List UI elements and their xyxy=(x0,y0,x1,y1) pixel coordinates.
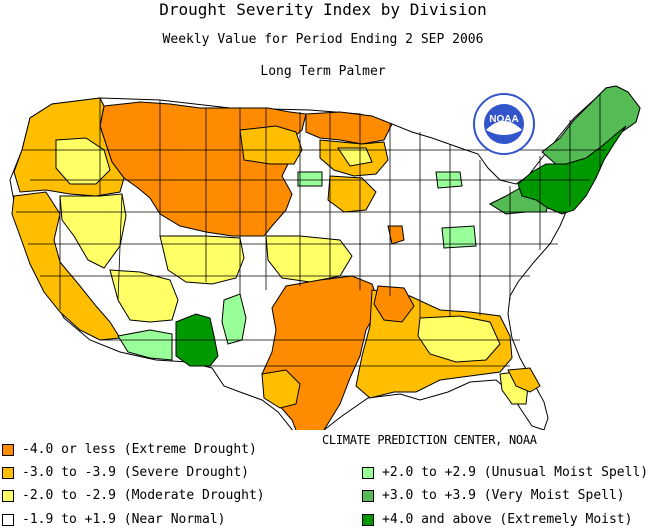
legend-label-very-moist: +3.0 to +3.9 (Very Moist Spell) xyxy=(382,488,625,503)
legend-label-unusual-moist: +2.0 to +2.9 (Unusual Moist Spell) xyxy=(382,465,646,480)
arkansas-extreme-drought-region xyxy=(373,285,415,323)
legend-label-extreme-drought: -4.0 or less (Extreme Drought) xyxy=(22,442,257,457)
legend-label-moderate-drought: -2.0 to -2.9 (Moderate Drought) xyxy=(22,488,265,503)
legend-label-severe-drought: -3.0 to -3.9 (Severe Drought) xyxy=(22,465,249,480)
south-moderate-drought-region xyxy=(417,315,501,363)
map-title: Drought Severity Index by Division xyxy=(159,0,487,19)
colorado-moderate-drought-region xyxy=(159,235,245,285)
texas-severe-drought-region xyxy=(261,369,301,409)
nebraska-unusual-moist-region xyxy=(297,171,323,187)
legend-swatch-unusual-moist xyxy=(362,467,374,479)
northeast-extremely-moist-region xyxy=(517,125,627,215)
legend-swatch-extreme-drought xyxy=(2,444,14,456)
dakotas-severe-drought-region xyxy=(239,125,303,165)
legend-swatch-near-normal xyxy=(2,514,14,526)
index-name: Long Term Palmer xyxy=(260,64,386,79)
arizona-unusual-moist-region xyxy=(117,329,173,361)
legend-label-extremely-moist: +4.0 and above (Extremely Moist) xyxy=(382,512,633,527)
nevada-moderate-drought-region xyxy=(59,193,127,269)
oregon-moderate-drought-region xyxy=(55,137,111,185)
indiana-unusual-moist-region xyxy=(441,225,477,249)
legend-swatch-severe-drought xyxy=(2,467,14,479)
illinois-extreme-drought-region xyxy=(387,225,405,245)
legend-label-near-normal: -1.9 to +1.9 (Near Normal) xyxy=(22,512,226,527)
southeast-severe-drought-region xyxy=(507,367,541,393)
legend-swatch-extremely-moist xyxy=(362,514,374,526)
noaa-logo: NOAA xyxy=(472,92,536,160)
legend-swatch-very-moist xyxy=(362,490,374,502)
us-drought-map xyxy=(9,85,641,430)
arizona-moderate-drought-region xyxy=(109,269,179,323)
upper-midwest-extreme-drought-region xyxy=(305,111,393,145)
noaa-logo-text: NOAA xyxy=(489,114,518,125)
iowa-severe-drought-region xyxy=(327,175,377,213)
michigan-moderate-drought-region xyxy=(337,147,373,167)
credit-label: CLIMATE PREDICTION CENTER, NOAA xyxy=(322,433,537,447)
map-subtitle: Weekly Value for Period Ending 2 SEP 200… xyxy=(162,32,484,47)
legend-swatch-moderate-drought xyxy=(2,490,14,502)
division-boundaries xyxy=(16,94,606,367)
